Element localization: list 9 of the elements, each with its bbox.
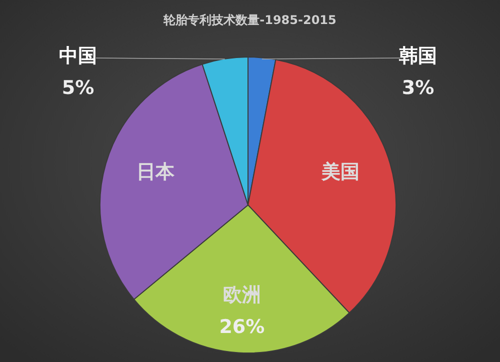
chart-title: 轮胎专利技术数量-1985-2015: [162, 13, 336, 27]
slice-label: 中国: [59, 45, 97, 67]
data-label: 3%: [402, 77, 434, 99]
slice-label: 欧洲: [222, 284, 261, 306]
data-label: 5%: [62, 77, 94, 99]
data-label: 26%: [219, 316, 265, 338]
slice-label: 日本: [136, 161, 176, 184]
slice-label: 韩国: [398, 45, 437, 67]
slice-label: 美国: [320, 161, 360, 184]
